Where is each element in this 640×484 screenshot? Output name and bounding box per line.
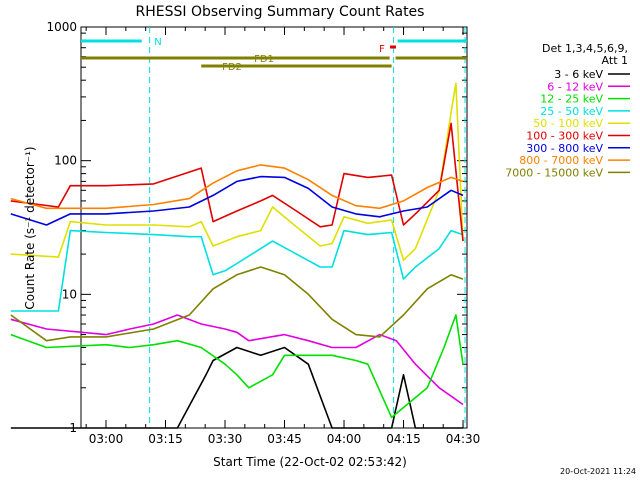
legend-label-2: 12 - 25 keV <box>540 93 603 106</box>
x-tick-label: 04:30 <box>446 432 481 446</box>
x-axis-label: Start Time (22-Oct-02 02:53:42) <box>213 455 407 469</box>
legend-label-8: 7000 - 15000 keV <box>505 166 603 179</box>
series-line-1 <box>10 314 464 406</box>
legend-label-0: 3 - 6 keV <box>554 68 603 81</box>
legend-label-4: 50 - 100 keV <box>533 117 603 130</box>
y-tick-label: 100 <box>54 154 77 168</box>
fd2-flag-label: FD2 <box>222 62 242 73</box>
fd1-flag-label: FD1 <box>254 54 274 65</box>
footer-timestamp: 20-Oct-2021 11:24 <box>560 467 636 476</box>
x-tick-label: 03:15 <box>148 432 183 446</box>
series-line-4 <box>10 82 464 262</box>
legend-header-line: Det 1,3,4,5,6,9, <box>542 42 628 55</box>
series-line-8 <box>10 266 464 342</box>
legend-label-3: 25 - 50 keV <box>540 105 603 118</box>
series-line-2 <box>10 314 464 419</box>
series-line-0 <box>10 346 463 429</box>
legend-label-5: 100 - 300 keV <box>526 130 603 143</box>
series-line-7 <box>10 164 464 210</box>
x-tick-label: 03:30 <box>208 432 243 446</box>
legend-label-1: 6 - 12 keV <box>547 80 603 93</box>
x-tick-label: 04:00 <box>327 432 362 446</box>
flare-flag-label: F <box>379 44 385 55</box>
y-tick-label: 10 <box>62 287 77 301</box>
legend-header-line: Att 1 <box>602 54 628 67</box>
series-line-5 <box>10 122 464 242</box>
plot-frame <box>80 26 468 429</box>
x-tick-label: 03:45 <box>267 432 302 446</box>
y-axis-label: Count Rate (s⁻¹ detector⁻¹) <box>23 146 37 309</box>
legend-label-7: 800 - 7000 keV <box>519 154 603 167</box>
series-line-3 <box>10 229 464 312</box>
y-tick-label: 1000 <box>46 20 77 34</box>
chart-title: RHESSI Observing Summary Count Rates <box>136 4 425 20</box>
x-tick-label: 04:15 <box>386 432 421 446</box>
legend-label-6: 300 - 800 keV <box>526 142 603 155</box>
x-tick-label: 03:00 <box>89 432 124 446</box>
night-flag-label: N <box>154 37 161 48</box>
series-line-6 <box>10 175 464 226</box>
chart-marks: 03:00 03:15 03:30 03:45 04:00 04:15 04:3011010… <box>10 20 630 446</box>
